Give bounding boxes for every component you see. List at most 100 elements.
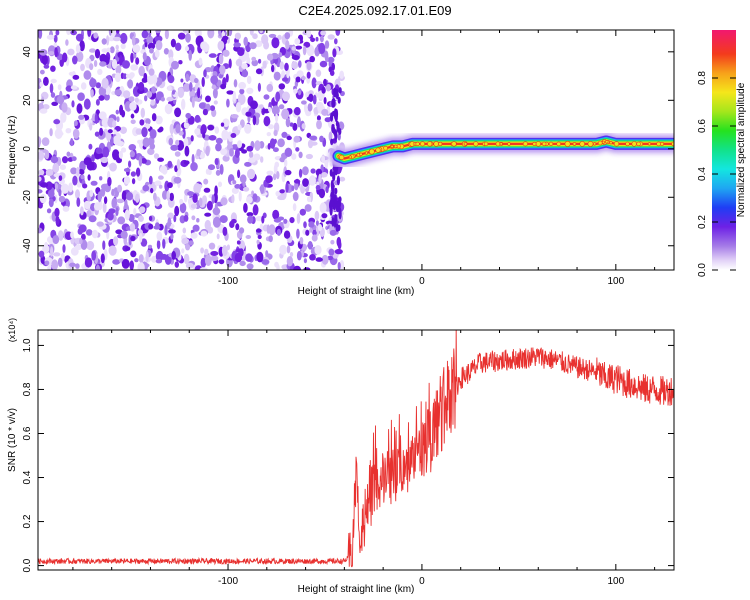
noise-blob: [201, 76, 205, 88]
noise-blob: [336, 236, 342, 247]
noise-blob: [170, 233, 174, 240]
ridge-node: [609, 141, 613, 145]
noise-blob: [273, 71, 281, 81]
noise-blob: [100, 253, 105, 264]
snr-x-axis: -100 0 100: [72, 330, 656, 587]
noise-blob: [325, 84, 331, 92]
chart-title: C2E4.2025.092.17.01.E09: [298, 3, 451, 18]
noise-blob: [50, 65, 56, 72]
x-tick-label: 0: [419, 576, 425, 587]
noise-blob: [200, 41, 208, 51]
noise-blob: [239, 227, 245, 234]
noise-blob: [244, 161, 252, 167]
noise-blob: [175, 124, 181, 134]
noise-blob: [42, 104, 50, 110]
noise-blob: [147, 147, 155, 156]
noise-blob: [102, 146, 110, 158]
noise-blob: [108, 30, 112, 36]
noise-blob: [62, 244, 66, 253]
ridge-node: [659, 141, 664, 146]
ridge-node: [631, 141, 637, 147]
noise-blob: [210, 75, 219, 85]
noise-blob: [72, 128, 80, 139]
noise-blob: [245, 235, 252, 239]
noise-blob: [206, 200, 213, 211]
noise-blob: [331, 110, 336, 117]
noise-blob: [183, 160, 190, 165]
noise-blob: [220, 122, 225, 127]
noise-blob: [194, 114, 201, 123]
noise-blob: [191, 96, 195, 108]
noise-blob: [38, 136, 41, 148]
noise-blob: [148, 68, 155, 76]
noise-blob: [243, 36, 248, 47]
noise-blob: [273, 173, 277, 181]
noise-blob: [291, 153, 297, 160]
y-tick-label: 20: [22, 94, 33, 106]
noise-blob: [194, 83, 198, 92]
noise-blob: [179, 198, 184, 205]
noise-blob: [94, 113, 98, 125]
snr-series: [38, 330, 674, 568]
noise-blob: [167, 182, 173, 189]
noise-blob: [289, 217, 295, 224]
noise-blob: [306, 61, 312, 71]
noise-blob: [293, 135, 301, 143]
noise-blob: [303, 221, 307, 229]
noise-blob: [317, 224, 323, 232]
noise-blob: [150, 187, 154, 194]
noise-blob: [266, 170, 274, 176]
noise-blob: [66, 151, 71, 157]
snr-y-axis: 0.0 0.2 0.4 0.6 0.8 1.0: [22, 338, 674, 573]
noise-blob: [239, 260, 246, 267]
noise-blob: [295, 45, 303, 50]
noise-blob: [177, 87, 185, 98]
noise-blob: [83, 200, 91, 210]
noise-blob: [319, 202, 327, 214]
noise-blob: [55, 30, 60, 36]
ridge-node: [671, 141, 674, 147]
noise-blob: [284, 159, 288, 167]
noise-blob: [238, 81, 247, 90]
noise-blob: [99, 176, 103, 181]
noise-blob: [315, 220, 319, 227]
noise-blob: [53, 34, 58, 43]
noise-blob: [325, 220, 334, 225]
noise-blob: [268, 235, 273, 243]
noise-blob: [222, 118, 230, 127]
noise-blob: [194, 128, 201, 136]
spectrogram-x-label: Height of straight line (km): [298, 286, 415, 297]
noise-blob: [237, 124, 242, 131]
noise-blob: [245, 253, 253, 262]
noise-blob: [135, 57, 140, 65]
noise-blob: [235, 58, 243, 67]
noise-blob: [277, 195, 285, 201]
noise-blob: [205, 95, 211, 103]
noise-blob: [302, 178, 309, 187]
noise-blob: [204, 212, 212, 217]
noise-blob: [296, 228, 300, 239]
noise-blob: [133, 208, 137, 215]
noise-blob: [166, 190, 170, 201]
noise-blob: [279, 189, 285, 194]
noise-blob: [170, 38, 176, 48]
noise-blob: [107, 129, 113, 134]
noise-blob: [91, 229, 99, 239]
noise-blob: [256, 239, 260, 245]
noise-blob: [139, 206, 146, 214]
noise-blob: [285, 40, 290, 50]
noise-blob: [215, 169, 221, 176]
noise-blob: [43, 76, 49, 86]
noise-blob: [148, 215, 153, 222]
noise-blob: [306, 196, 312, 203]
noise-blob: [107, 212, 114, 221]
noise-blob: [100, 187, 106, 197]
noise-blob: [93, 202, 102, 211]
ridge-node: [438, 141, 443, 146]
noise-blob: [166, 96, 174, 102]
noise-blob: [86, 240, 95, 251]
noise-blob: [70, 85, 78, 90]
noise-blob: [41, 137, 50, 147]
noise-blob: [331, 201, 335, 207]
noise-blob: [275, 113, 279, 123]
